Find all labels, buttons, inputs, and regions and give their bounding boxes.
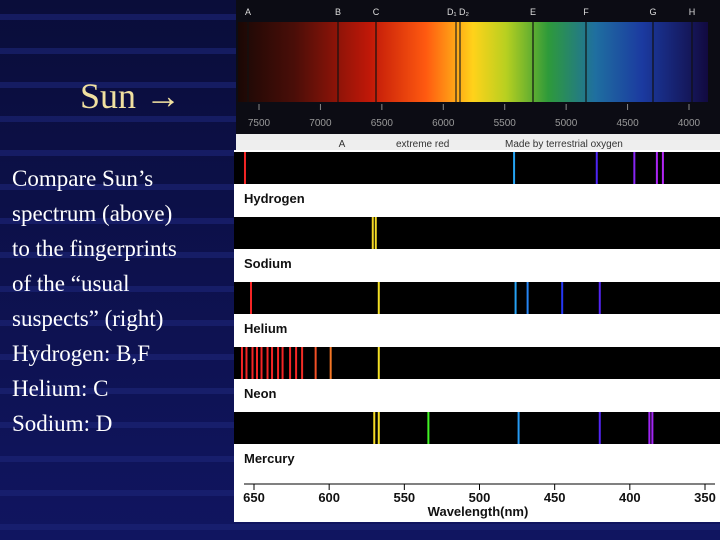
element-name: Hydrogen [244, 191, 305, 206]
tick-label: 6000 [432, 118, 455, 129]
body-line: of the “usual [12, 271, 130, 296]
spectrum-band [234, 347, 720, 379]
tick-label: 650 [243, 490, 265, 505]
tick-label: 500 [469, 490, 491, 505]
element-name: Neon [244, 386, 277, 401]
body-text: Compare Sun’s spectrum (above) to the fing… [12, 166, 177, 436]
caption: extreme red [396, 139, 449, 150]
tick-label: 4000 [678, 118, 701, 129]
tick-label: 550 [393, 490, 415, 505]
tick-label: 6500 [371, 118, 394, 129]
tick-label: 350 [694, 490, 716, 505]
tick-label: 600 [318, 490, 340, 505]
caption: A [339, 139, 346, 150]
element-panel [234, 150, 720, 522]
fraunhofer-label: A [245, 7, 251, 17]
x-axis-title: Wavelength(nm) [428, 504, 529, 519]
tick-label: 7500 [248, 118, 271, 129]
tick-label: 7000 [309, 118, 332, 129]
fraunhofer-label: E [530, 7, 536, 17]
tick-label: 4500 [616, 118, 639, 129]
fraunhofer-label: C [373, 7, 380, 17]
fraunhofer-label: G [649, 7, 656, 17]
tick-label: 400 [619, 490, 641, 505]
fraunhofer-label: D₁ D₂ [447, 7, 470, 17]
body-line: suspects” (right) [12, 306, 163, 331]
body-line: Sodium: D [12, 411, 112, 436]
body-line: to the fingerprints [12, 236, 177, 261]
fraunhofer-label: B [335, 7, 341, 17]
spectrum-band [234, 282, 720, 314]
tick-label: 5500 [494, 118, 517, 129]
caption: Made by terrestrial oxygen [505, 139, 623, 150]
spectrum-band [234, 412, 720, 444]
fraunhofer-label: H [689, 7, 696, 17]
element-name: Sodium [244, 256, 292, 271]
fraunhofer-label: F [583, 7, 589, 17]
body-line: Hydrogen: B,F [12, 341, 150, 366]
element-layer: Hydrogen Sodium Helium Neon Mercury 650 600 550… [234, 152, 720, 519]
element-name: Mercury [244, 451, 295, 466]
body-line: spectrum (above) [12, 201, 172, 226]
solar-spectrum [238, 22, 708, 102]
solar-layer: A B C D₁ D₂ E F G H 7500 7000 6500 6000 5500 5000 4500… [245, 7, 701, 150]
slide-title: Sun → [80, 76, 181, 116]
body-line: Compare Sun’s [12, 166, 153, 191]
spectrum-band [234, 217, 720, 249]
spectrum-band [234, 152, 720, 184]
caption-strip [236, 134, 720, 150]
element-name: Helium [244, 321, 287, 336]
body-line: Helium: C [12, 376, 108, 401]
tick-label: 450 [544, 490, 566, 505]
tick-label: 5000 [555, 118, 578, 129]
